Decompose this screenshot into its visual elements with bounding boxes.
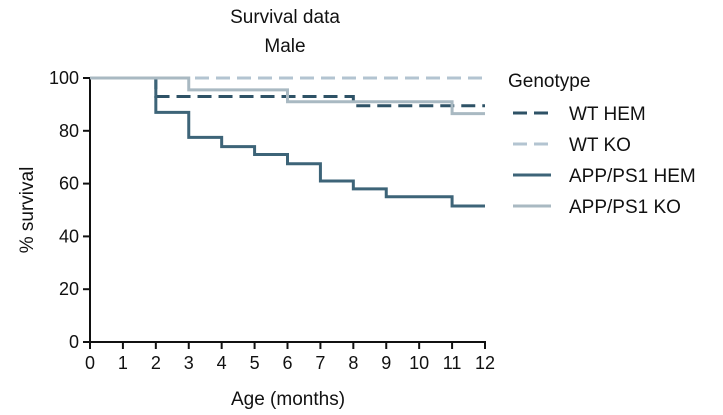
legend-title: Genotype [508,71,590,92]
y-tick-label: 20 [59,279,79,299]
x-tick-label: 4 [217,353,227,373]
legend-label-2: WT KO [569,135,631,156]
x-tick-label: 3 [184,353,194,373]
legend-label-1: WT HEM [569,104,646,125]
y-axis-label: % survival [17,167,38,254]
x-tick-label: 7 [315,353,325,373]
legend-label-4: APP/PS1 KO [569,197,681,218]
x-axis-label: Age (months) [231,389,345,410]
x-tick-label: 8 [348,353,358,373]
x-tick-label: 2 [151,353,161,373]
chart-subtitle: Male [264,36,305,57]
y-tick-label: 60 [59,174,79,194]
chart-title: Survival data [230,7,340,28]
y-tick-label: 40 [59,226,79,246]
series-line-4 [90,76,485,116]
x-tick-label: 9 [381,353,391,373]
legend: WT HEM WT KO APP/PS1 HEM APP/PS1 KO [513,104,696,218]
x-tick-label: 1 [118,353,128,373]
series-line-3 [90,76,485,208]
x-tick-label: 0 [85,353,95,373]
y-tick-label: 80 [59,121,79,141]
x-tick-label: 6 [282,353,292,373]
legend-label-3: APP/PS1 HEM [569,166,696,187]
y-tick-label: 0 [69,332,79,352]
x-tick-label: 12 [475,353,495,373]
x-tick-label: 10 [409,353,429,373]
x-tick-label: 5 [250,353,260,373]
x-tick-label: 11 [443,353,462,373]
y-tick-label: 100 [49,68,79,88]
